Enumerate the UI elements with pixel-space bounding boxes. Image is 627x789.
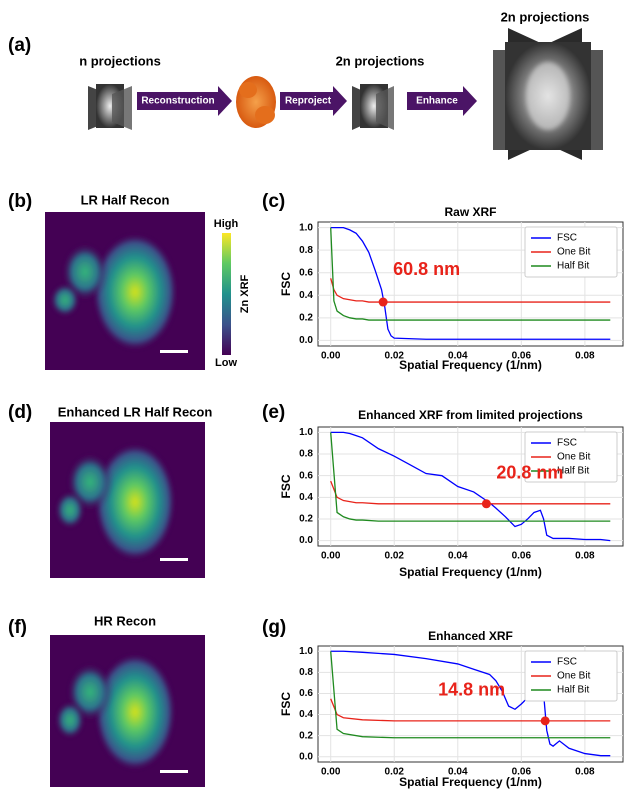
y-tick-label: 0.6 (299, 267, 313, 278)
projection-stack (352, 84, 394, 130)
legend-label: Half Bit (557, 261, 589, 272)
series-line (330, 698, 611, 722)
y-tick-label: 0.8 (299, 245, 313, 256)
series-line (330, 432, 611, 522)
x-tick-label: 0.00 (321, 767, 341, 778)
x-tick-label: 0.04 (448, 351, 468, 362)
y-tick-label: 0.6 (299, 688, 313, 699)
heatmap (50, 635, 205, 787)
annotation-text: 14.8 nm (438, 680, 505, 700)
legend-label: One Bit (557, 671, 591, 682)
series-line (330, 431, 611, 542)
series-line (330, 226, 611, 340)
y-tick-label: 1.0 (299, 222, 313, 233)
legend-label: One Bit (557, 452, 591, 463)
y-tick-label: 0.8 (299, 449, 313, 460)
projection-stack (88, 84, 132, 130)
panel-label: (d) (8, 402, 32, 423)
y-tick-label: 0.2 (299, 730, 313, 741)
diagram-label: 2n projections (336, 53, 425, 68)
legend-label: Half Bit (557, 466, 589, 477)
annotation-point (481, 499, 491, 509)
annotation-text: 60.8 nm (393, 259, 460, 279)
colorbar-high: High (214, 218, 239, 230)
legend-label: FSC (557, 233, 577, 244)
y-axis-label: FSC (279, 474, 293, 498)
x-tick-label: 0.08 (575, 767, 595, 778)
panel-label: (c) (262, 191, 285, 212)
series-line (330, 651, 611, 739)
colorbar-low: Low (215, 357, 237, 369)
legend-label: FSC (557, 657, 577, 668)
projection-stack (493, 28, 603, 160)
reconstruction-volume (236, 76, 276, 128)
heatmap (45, 212, 205, 370)
y-tick-label: 0.8 (299, 667, 313, 678)
arrow: Reproject (280, 86, 347, 116)
x-tick-label: 0.06 (512, 351, 532, 362)
annotation-text: 20.8 nm (496, 463, 563, 483)
panel-label: (f) (8, 617, 27, 638)
legend-label: Half Bit (557, 685, 589, 696)
series-line (330, 480, 611, 505)
series-line (330, 227, 611, 321)
legend-box (524, 226, 618, 278)
y-axis-label: FSC (279, 272, 293, 296)
y-tick-label: 0.2 (299, 312, 313, 323)
legend-box (524, 650, 618, 702)
x-tick-label: 0.08 (575, 551, 595, 562)
arrow: Enhance (407, 86, 477, 116)
y-tick-label: 0.6 (299, 470, 313, 481)
y-tick-label: 0.2 (299, 514, 313, 525)
x-tick-label: 0.00 (321, 551, 341, 562)
panel-label: (g) (262, 617, 286, 638)
x-tick-label: 0.04 (448, 767, 468, 778)
panel-label: (b) (8, 191, 32, 212)
heatmap (50, 422, 205, 578)
y-tick-label: 1.0 (299, 646, 313, 657)
annotation-point (540, 716, 550, 726)
chart-title: Enhanced XRF (428, 629, 513, 643)
y-tick-label: 0.0 (299, 535, 313, 546)
y-tick-label: 1.0 (299, 427, 313, 438)
x-tick-label: 0.02 (385, 551, 405, 562)
legend-box (524, 431, 618, 483)
y-tick-label: 0.4 (299, 492, 313, 503)
x-tick-label: 0.06 (512, 767, 532, 778)
diagram-label: n projections (79, 53, 161, 68)
panel-label: (a) (8, 35, 31, 56)
legend-label: One Bit (557, 247, 591, 258)
arrow-label: Reproject (285, 96, 332, 107)
arrow-label: Reconstruction (141, 96, 214, 107)
y-tick-label: 0.4 (299, 709, 313, 720)
colorbar: High Low Zn XRF (214, 218, 251, 369)
x-tick-label: 0.00 (321, 351, 341, 362)
legend-label: FSC (557, 438, 577, 449)
y-tick-label: 0.0 (299, 751, 313, 762)
x-axis-label: Spatial Frequency (1/nm) (399, 358, 542, 372)
annotation-point (378, 297, 388, 307)
y-tick-label: 0.0 (299, 335, 313, 346)
map-title: LR Half Recon (81, 192, 170, 207)
colorbar-label: Zn XRF (239, 274, 251, 313)
chart-title: Raw XRF (444, 205, 496, 219)
map-title: HR Recon (94, 613, 156, 628)
series-line (330, 650, 611, 757)
chart-title: Enhanced XRF from limited projections (358, 408, 583, 422)
x-axis-label: Spatial Frequency (1/nm) (399, 775, 542, 789)
y-axis-label: FSC (279, 692, 293, 716)
x-tick-label: 0.04 (448, 551, 468, 562)
map-title: Enhanced LR Half Recon (58, 404, 213, 419)
y-tick-label: 0.4 (299, 290, 313, 301)
x-tick-label: 0.06 (512, 551, 532, 562)
panel-label: (e) (262, 402, 285, 423)
x-axis-label: Spatial Frequency (1/nm) (399, 565, 542, 579)
x-tick-label: 0.08 (575, 351, 595, 362)
x-tick-label: 0.02 (385, 351, 405, 362)
x-tick-label: 0.02 (385, 767, 405, 778)
diagram-label: 2n projections (501, 9, 590, 24)
arrow: Reconstruction (137, 86, 232, 116)
arrow-label: Enhance (416, 96, 458, 107)
